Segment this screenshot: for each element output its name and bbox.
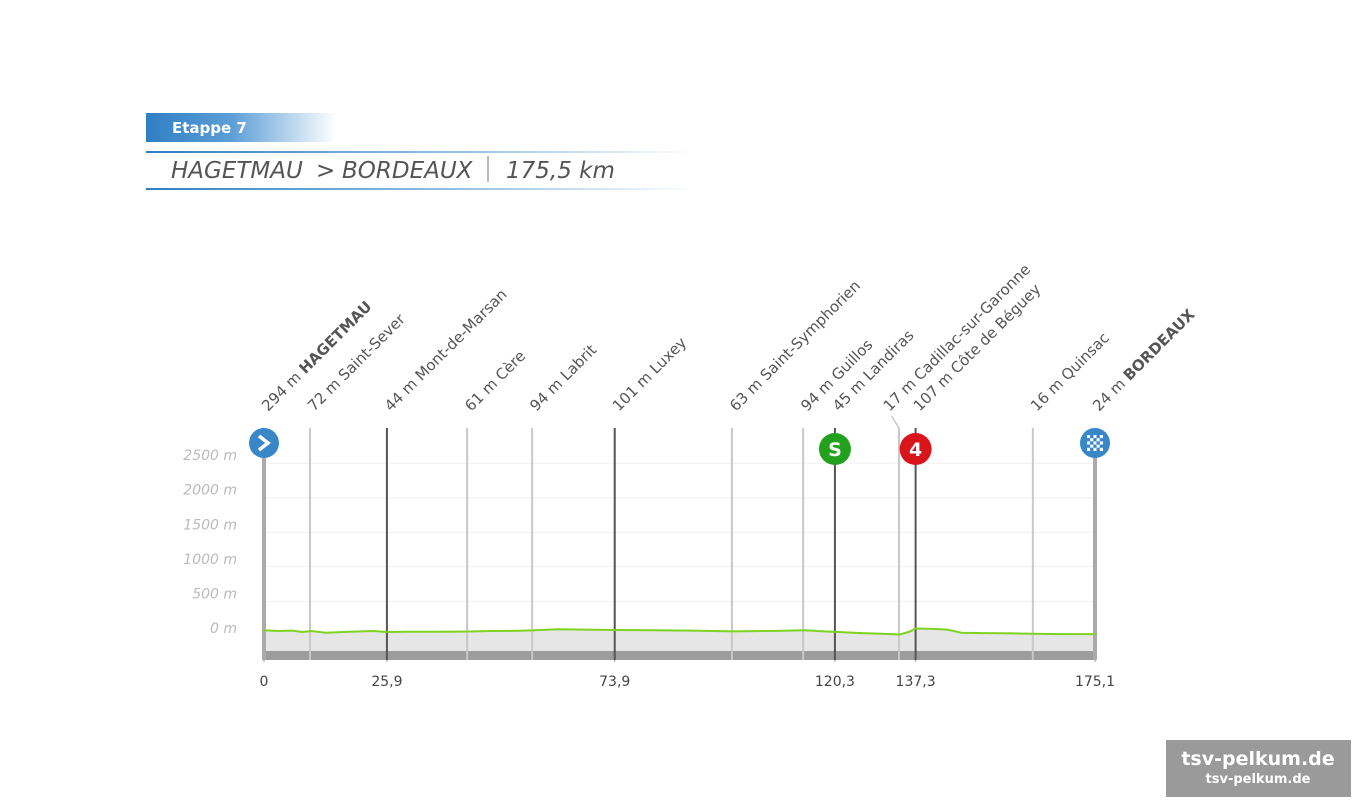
finish-check <box>1090 435 1094 439</box>
finish-check <box>1090 441 1094 445</box>
waypoint-name: Cère <box>492 347 529 384</box>
finish-check <box>1093 444 1097 448</box>
finish-check <box>1087 441 1091 445</box>
stage-number: Etappe 7 <box>172 119 247 137</box>
finish-check <box>1087 435 1091 439</box>
x-tick-label: 73,9 <box>599 674 630 690</box>
rule <box>146 188 696 190</box>
waypoint-name: Luxey <box>646 333 690 377</box>
waypoint-name: Labrit <box>557 341 600 384</box>
finish-check <box>1087 447 1091 451</box>
y-tick-label: 1000 m <box>183 552 237 568</box>
finish-check <box>1093 438 1097 442</box>
waypoint-label: 94 m Labrit <box>526 341 600 415</box>
finish-check <box>1087 438 1091 442</box>
waypoint-elevation: 16 m <box>1027 375 1067 415</box>
x-tick-label: 137,3 <box>896 674 936 690</box>
finish-check <box>1099 447 1103 451</box>
waypoint-name: BORDEAUX <box>1120 305 1199 384</box>
waypoint-elevation: 17 m <box>880 375 920 415</box>
badge-text: 4 <box>909 439 922 461</box>
waypoint-label: 107 m Côte de Béguey <box>910 280 1045 415</box>
waypoint-elevation: 63 m <box>726 375 766 415</box>
finish-check <box>1090 447 1094 451</box>
y-tick-label: 2000 m <box>183 483 237 499</box>
route-arrow: > <box>316 158 335 184</box>
rule <box>146 151 696 153</box>
route-finish: BORDEAUX <box>342 158 474 184</box>
finish-check <box>1096 447 1100 451</box>
finish-check <box>1099 438 1103 442</box>
badge-text: S <box>828 439 842 461</box>
y-tick-label: 0 m <box>210 621 237 637</box>
y-tick-label: 500 m <box>192 586 237 602</box>
finish-check <box>1096 444 1100 448</box>
waypoint-label: 24 m BORDEAUX <box>1089 305 1199 415</box>
finish-check <box>1093 435 1097 439</box>
y-tick-label: 1500 m <box>183 517 237 533</box>
waypoint-elevation: 61 m <box>461 375 501 415</box>
finish-check <box>1090 438 1094 442</box>
x-tick-label: 175,1 <box>1075 674 1115 690</box>
watermark-box <box>1166 740 1351 797</box>
finish-check <box>1096 438 1100 442</box>
waypoint-elevation: 101 m <box>609 368 656 415</box>
finish-check <box>1096 435 1100 439</box>
waypoint-elevation: 24 m <box>1089 375 1129 415</box>
finish-check <box>1090 444 1094 448</box>
finish-check <box>1096 441 1100 445</box>
waypoint-name: Quinsac <box>1058 329 1113 384</box>
waypoint-elevation: 44 m <box>381 375 421 415</box>
x-tick-label: 0 <box>260 674 269 690</box>
finish-check <box>1093 447 1097 451</box>
waypoint-label: 61 m Cère <box>461 347 529 415</box>
stage-banner <box>146 113 336 142</box>
watermark: tsv-pelkum.de <box>1206 772 1311 787</box>
base-band <box>264 651 1095 660</box>
route-start: HAGETMAU <box>171 158 303 184</box>
y-tick-label: 2500 m <box>183 448 237 464</box>
waypoint-elevation: 94 m <box>797 375 837 415</box>
finish-check <box>1099 441 1103 445</box>
watermark: tsv-pelkum.de <box>1181 748 1334 770</box>
badge-icon <box>899 433 932 465</box>
waypoint-label: 101 m Luxey <box>609 333 690 414</box>
x-tick-label: 25,9 <box>371 674 402 690</box>
badge-icon <box>818 433 851 465</box>
finish-check <box>1099 435 1103 439</box>
waypoint-name: Cadillac-sur-Garonne <box>910 260 1034 384</box>
route-distance: 175,5 km <box>506 158 615 184</box>
x-tick-label: 120,3 <box>815 674 855 690</box>
waypoint-elevation: 294 m <box>258 368 305 415</box>
profile-line <box>263 627 1096 636</box>
finish-check <box>1099 444 1103 448</box>
start-icon <box>249 428 279 458</box>
waypoint-elevation: 94 m <box>526 375 566 415</box>
finish-check <box>1087 444 1091 448</box>
start-chevron <box>257 434 271 452</box>
waypoint-elevation: 72 m <box>304 375 344 415</box>
leader-line <box>890 415 900 429</box>
finish-check <box>1093 441 1097 445</box>
